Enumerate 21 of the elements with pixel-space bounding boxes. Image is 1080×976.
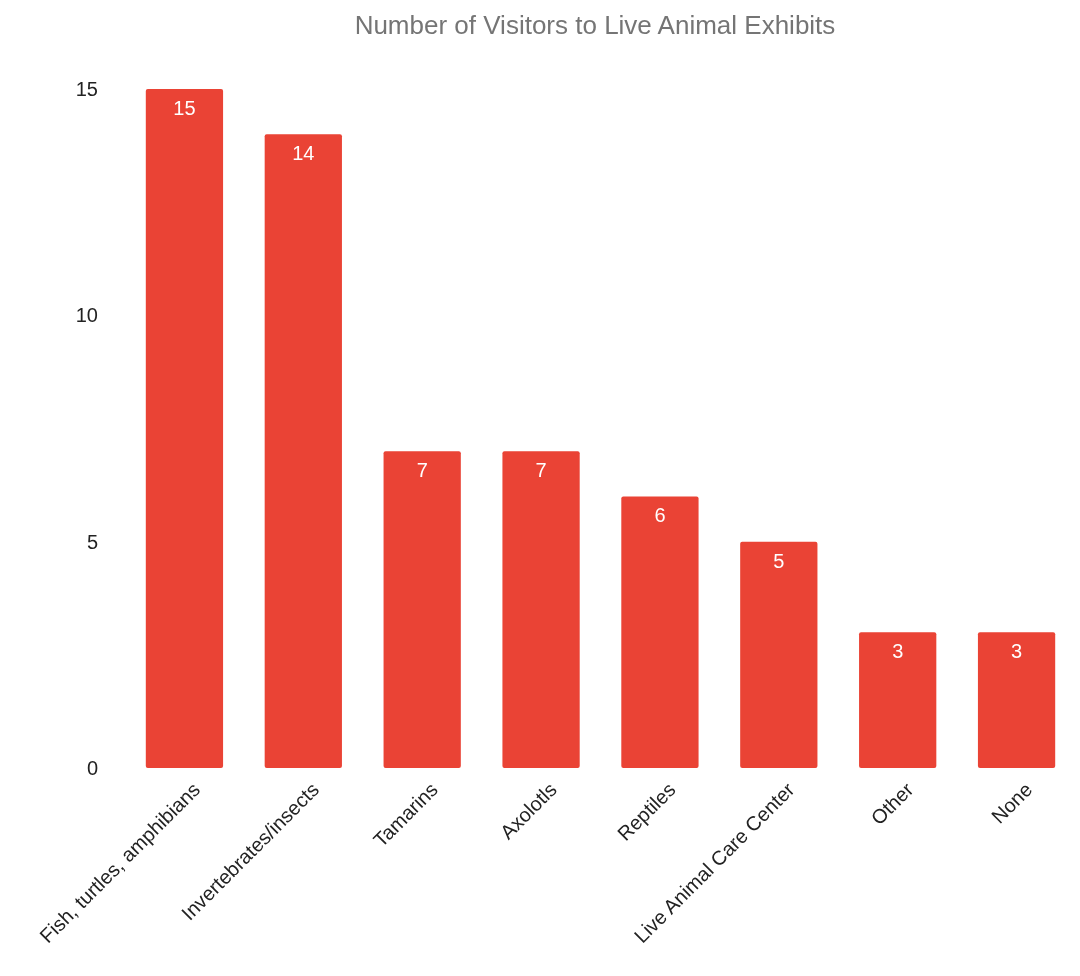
bar <box>859 632 937 768</box>
bar <box>264 134 342 768</box>
data-label: 3 <box>1011 640 1023 663</box>
data-label: 6 <box>654 504 666 527</box>
data-label: 7 <box>416 459 428 482</box>
bar <box>740 541 818 768</box>
bar <box>502 451 580 768</box>
data-label: 7 <box>535 459 547 482</box>
y-tick-label: 10 <box>75 304 98 327</box>
bar <box>145 89 224 768</box>
data-label: 3 <box>892 640 904 663</box>
data-label: 15 <box>173 97 196 119</box>
data-label: 14 <box>292 142 315 165</box>
y-tick-label: 0 <box>86 757 98 779</box>
y-tick-label: 15 <box>75 78 98 100</box>
bar <box>977 632 1056 768</box>
y-tick-label: 5 <box>86 530 98 553</box>
chart-title: Number of Visitors to Live Animal Exhibits <box>354 10 836 40</box>
data-label: 5 <box>773 549 785 572</box>
bar <box>383 451 461 768</box>
bar <box>621 496 699 768</box>
